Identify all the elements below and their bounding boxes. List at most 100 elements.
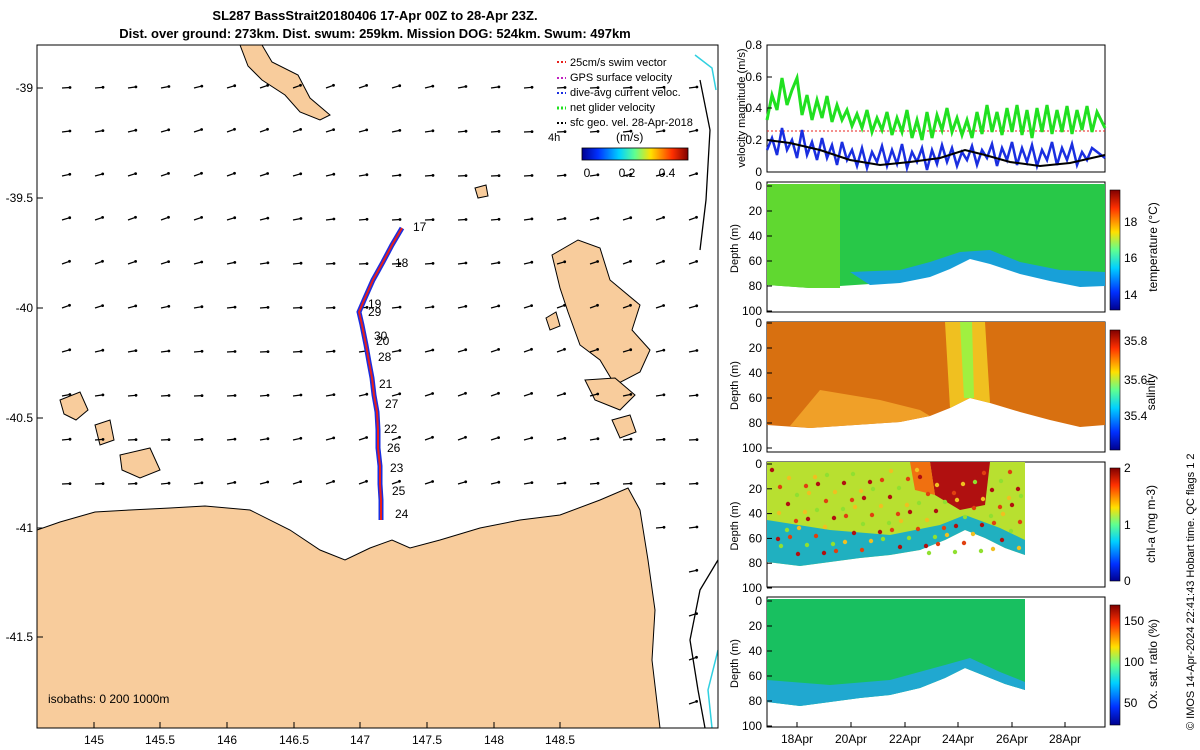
- geo-arrowhead: [134, 128, 138, 132]
- geo-arrowhead: [563, 392, 566, 395]
- geo-arrowhead: [662, 85, 666, 89]
- geo-arrowhead: [68, 172, 72, 176]
- geo-arrowhead: [497, 480, 501, 484]
- geo-arrowhead: [596, 392, 600, 396]
- geo-arrowhead: [299, 393, 303, 397]
- salinity-colorbar: [1109, 329, 1121, 451]
- geo-arrowhead: [431, 129, 435, 133]
- chla-dot: [850, 471, 856, 477]
- chla-dot: [970, 531, 976, 537]
- sfc-geo-series: [766, 139, 1106, 168]
- chla-dot: [805, 516, 811, 522]
- chla-dot: [917, 474, 923, 480]
- geo-arrowhead: [167, 128, 171, 132]
- day-label: 21: [379, 377, 393, 391]
- chla-cblabel: chl-a (mg m-3): [1144, 485, 1158, 563]
- geo-arrowhead: [662, 482, 666, 485]
- depth-tick: 100: [742, 304, 762, 318]
- geo-arrowhead: [101, 216, 104, 219]
- depth-tick: 80: [749, 556, 763, 570]
- time-xtick: 24Apr: [942, 732, 974, 746]
- geo-arrowhead: [134, 349, 138, 352]
- depth-tick: 0: [755, 316, 762, 330]
- geo-arrowhead: [266, 261, 270, 265]
- geo-arrowhead: [101, 304, 104, 307]
- geo-arrowhead: [695, 349, 699, 352]
- chla-dot: [933, 508, 939, 514]
- temperature-colorbar: [1109, 189, 1121, 311]
- geo-arrowhead: [464, 304, 468, 308]
- geo-arrowhead: [167, 85, 171, 88]
- geo-arrowhead: [233, 350, 237, 353]
- day-label: 24: [395, 507, 409, 521]
- day-label: 28: [378, 350, 392, 364]
- depth-tick: 0: [755, 457, 762, 471]
- chla-depth-ticks: 0 20 40 60 80 100 Depth (m): [729, 457, 772, 595]
- geo-arrowhead: [398, 173, 402, 177]
- day-label: 30: [374, 329, 388, 343]
- chla-colorbar: [1109, 467, 1121, 582]
- geo-arrowhead: [299, 127, 302, 131]
- geo-arrowhead: [134, 393, 138, 397]
- geo-arrowhead: [68, 86, 72, 89]
- velocity-ytick: 0.4: [745, 101, 762, 115]
- geo-arrowhead: [332, 393, 336, 396]
- geo-arrowhead: [596, 303, 599, 307]
- geo-arrowhead: [299, 83, 302, 87]
- geo-arrowhead: [398, 349, 402, 352]
- isobath-shelf: [694, 54, 717, 91]
- hunter-island-land: [59, 391, 89, 421]
- temperature-depth-ticks: 0 20 40 60 80 100 Depth (m): [729, 179, 772, 318]
- geo-arrowhead: [299, 217, 303, 220]
- geo-arrowhead: [167, 304, 171, 308]
- depth-axis-label: Depth (m): [729, 361, 741, 410]
- chla-dot: [851, 530, 857, 536]
- geo-arrowhead: [695, 172, 698, 176]
- chla-dot: [1009, 502, 1015, 508]
- geo-arrowhead: [431, 84, 435, 88]
- chla-dot: [953, 523, 959, 529]
- geo-arrowhead: [101, 393, 105, 397]
- geo-arrowhead: [332, 172, 336, 176]
- geo-arrowhead: [662, 525, 666, 529]
- lat-tick-label: -40.5: [6, 411, 34, 425]
- chla-dot: [841, 480, 847, 486]
- map-legend: 25cm/s swim vector GPS surface velocity …: [548, 57, 693, 180]
- chla-dot: [941, 525, 947, 531]
- geo-arrowhead: [464, 129, 468, 133]
- geo-arrowhead: [332, 306, 336, 309]
- chla-dot: [880, 536, 886, 542]
- salinity-depth-ticks: 0 20 40 60 80 100 Depth (m): [729, 316, 772, 455]
- geo-arrowhead: [200, 84, 204, 88]
- geo-arrowhead: [134, 172, 138, 176]
- geo-arrowhead: [266, 306, 270, 309]
- flinders-island-land: [551, 239, 651, 386]
- chla-dot: [858, 488, 864, 494]
- depth-tick: 0: [755, 594, 762, 608]
- geo-arrowhead: [431, 392, 434, 395]
- geo-arrowhead: [563, 130, 567, 134]
- oxygen-panel: 0 20 40 60 80 100 Depth (m) 18Apr 20Apr 22Apr 24A…: [729, 594, 1160, 746]
- depth-tick: 60: [749, 669, 763, 683]
- geo-arrowhead: [695, 482, 699, 485]
- geo-arrowhead: [266, 393, 270, 397]
- isobath-1000m: [699, 79, 711, 251]
- geo-arrowhead: [101, 129, 105, 133]
- geo-arrowhead: [596, 173, 600, 177]
- oxygen-depth-ticks: 0 20 40 60 80 100 Depth (m): [729, 594, 772, 733]
- chla-dot: [879, 477, 885, 483]
- chla-panel: 0 20 40 60 80 100 Depth (m) 0 1 2 chl-a (mg m-…: [729, 457, 1158, 595]
- chla-dot: [793, 518, 799, 524]
- geo-arrowhead: [464, 85, 468, 88]
- geo-arrowhead: [530, 85, 534, 89]
- lat-ticks: -39 -39.5 -40 -40.5 -41 -41.5: [6, 81, 43, 644]
- geo-arrowhead: [134, 215, 137, 219]
- geo-arrowhead: [530, 436, 534, 440]
- salinity-cblabel: salinity: [1144, 374, 1158, 411]
- geo-arrowhead: [101, 482, 105, 485]
- temperature-panel: 0 20 40 60 80 100 Depth (m) 14 16 18 temperatu…: [729, 179, 1160, 318]
- time-xticks: 18Apr 20Apr 22Apr 24Apr 26Apr 28Apr: [781, 722, 1081, 746]
- depth-tick: 20: [749, 482, 763, 496]
- depth-tick: 20: [749, 341, 763, 355]
- geo-arrowhead: [398, 218, 402, 221]
